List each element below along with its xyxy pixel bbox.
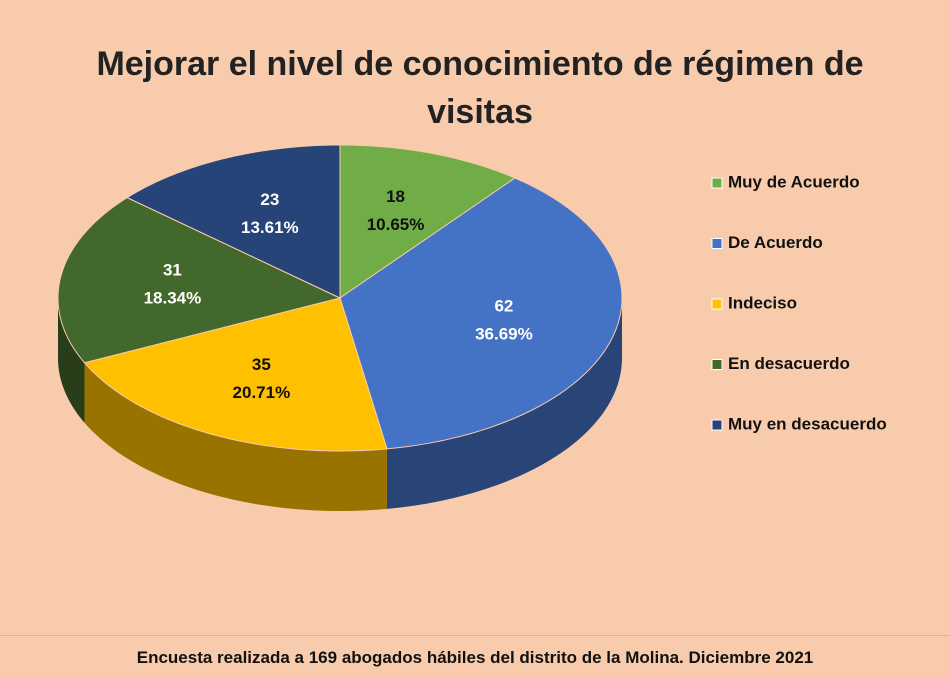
percent-label: 20.71% (233, 383, 291, 402)
caption: Encuesta realizada a 169 abogados hábile… (0, 635, 950, 677)
legend-swatch (711, 177, 723, 189)
legend-swatch (711, 298, 723, 310)
data-label: 23 (260, 190, 279, 209)
legend-label: De Acuerdo (728, 233, 823, 252)
chart-title: Mejorar el nivel de conocimiento de régi… (96, 45, 864, 131)
legend-label: Muy de Acuerdo (728, 172, 860, 191)
percent-label: 36.69% (475, 324, 533, 343)
data-label: 18 (386, 187, 405, 206)
data-label: 31 (163, 261, 182, 280)
slice (339, 177, 623, 450)
legend-label: En desacuerdo (728, 354, 850, 373)
slice-side (58, 298, 85, 423)
plot: 18 10.65% 62 36.69% 35 20.71% 31 18.34% 23 13.61%… (57, 144, 887, 511)
legend-label: Indeciso (728, 293, 797, 312)
slice (339, 144, 516, 299)
data-label: 35 (252, 355, 271, 374)
legend-swatch (711, 419, 723, 431)
legend-swatch (711, 359, 723, 370)
legend-swatch (711, 238, 723, 249)
slice-side (84, 362, 387, 511)
percent-label: 18.34% (144, 289, 202, 308)
percent-label: 13.61% (241, 218, 299, 237)
slice (83, 297, 388, 452)
slice-side (386, 298, 622, 509)
data-label: 62 (494, 296, 513, 315)
percent-label: 10.65% (367, 215, 425, 234)
legend-label: Muy en desacuerdo (728, 414, 887, 433)
slice (57, 197, 342, 364)
slice (126, 144, 341, 299)
